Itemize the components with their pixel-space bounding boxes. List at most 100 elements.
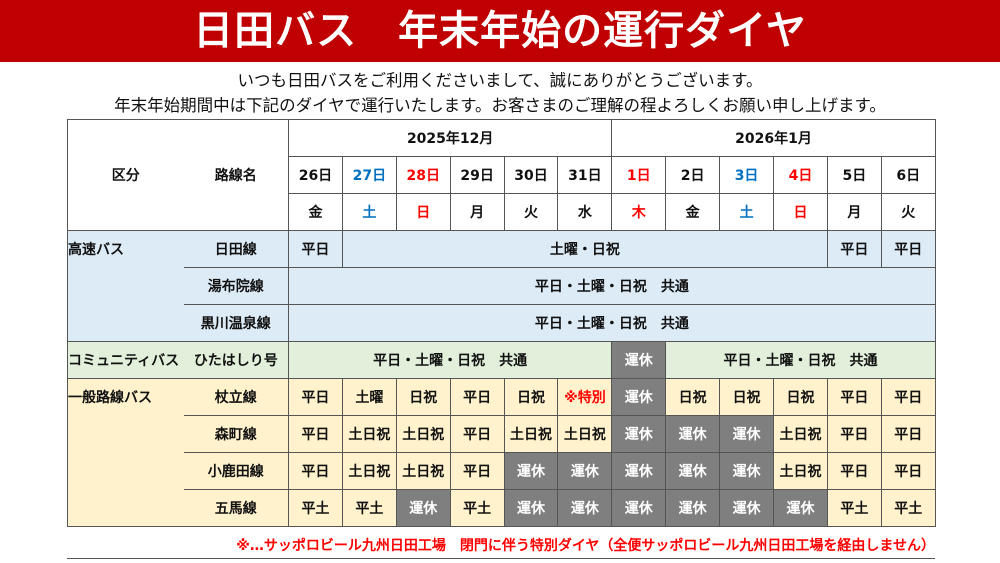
header-category: 区分 — [67, 119, 184, 231]
schedule-table: 区分 路線名 2025年12月 2026年1月 26日 27日 28日 29日 30日 31日 1日… — [67, 119, 936, 527]
schedule-cell: 平土 — [826, 489, 882, 527]
schedule-cell: 平日・土曜・日祝 共通 — [288, 304, 936, 342]
schedule-cell: 運休 — [557, 452, 613, 490]
schedule-cell: 土日祝 — [395, 415, 451, 453]
schedule-cell: 平日・土曜・日祝 共通 — [665, 341, 936, 379]
schedule-cell: 土曜・日祝 — [341, 230, 828, 268]
schedule-cell: 運休 — [503, 489, 559, 527]
weekday-header: 土 — [341, 193, 397, 231]
table-row: 一般路線バス 杖立線 平日 土曜 日祝 平日 日祝 ※特別 運休 日祝 日祝 日祝 平日 平日 — [67, 378, 936, 527]
weekday-header: 日 — [773, 193, 828, 231]
table-row: 黒川温泉線 平日・土曜・日祝 共通 — [67, 304, 936, 342]
schedule-cell: 平日 — [826, 452, 882, 490]
schedule-cell: 平日 — [826, 230, 882, 268]
category-label: コミュニティバス — [67, 341, 184, 379]
schedule-cell: 平日 — [880, 452, 936, 490]
schedule-cell: 平日 — [288, 415, 343, 453]
schedule-cell: 運休 — [665, 415, 721, 453]
table-row: 小鹿田線 平日 土日祝 土日祝 平日 運休 運休 運休 運休 運休 土日祝 平日 平日 — [67, 452, 936, 490]
day-header: 6日 — [880, 156, 936, 194]
schedule-cell: 平土 — [288, 489, 343, 527]
schedule-cell: 土日祝 — [773, 452, 828, 490]
schedule-cell: 平日 — [288, 230, 343, 268]
route-name: 小鹿田線 — [183, 452, 289, 490]
footnote: ※…サッポロビール九州日田工場 閉門に伴う特別ダイヤ（全便サッポロビール九州日田… — [236, 538, 935, 554]
schedule-cell: 運休 — [611, 378, 667, 416]
day-header: 28日 — [395, 156, 451, 194]
route-name: 杖立線 — [183, 378, 289, 416]
schedule-cell: 日祝 — [665, 378, 721, 416]
schedule-cell: 土曜 — [341, 378, 397, 416]
day-header: 5日 — [826, 156, 882, 194]
route-name: 五馬線 — [183, 489, 289, 527]
schedule-cell: 平日 — [449, 415, 505, 453]
schedule-cell: 平日・土曜・日祝 共通 — [288, 267, 936, 305]
schedule-cell: 運休 — [503, 452, 559, 490]
weekday-header: 金 — [665, 193, 721, 231]
weekday-header: 土 — [719, 193, 775, 231]
day-header: 3日 — [719, 156, 775, 194]
intro-line-2: 年末年始期間中は下記のダイヤで運行いたします。お客さまのご理解の程よろしくお願い… — [114, 96, 886, 115]
schedule-cell: 運休 — [611, 415, 667, 453]
table-row: 森町線 平日 土日祝 土日祝 平日 土日祝 土日祝 運休 運休 運休 土日祝 平日 平日 — [67, 415, 936, 453]
schedule-cell: 平土 — [341, 489, 397, 527]
schedule-cell: 日祝 — [503, 378, 559, 416]
schedule-cell: 土日祝 — [503, 415, 559, 453]
schedule-cell: 平日 — [449, 378, 505, 416]
schedule-cell: 平土 — [880, 489, 936, 527]
schedule-cell: 平日 — [288, 452, 343, 490]
route-name: 日田線 — [183, 230, 289, 268]
schedule-cell: 平土 — [449, 489, 505, 527]
weekday-header: 日 — [395, 193, 451, 231]
schedule-cell: ※特別 — [557, 378, 613, 416]
day-header: 4日 — [773, 156, 828, 194]
month-header: 2025年12月 — [287, 119, 613, 157]
weekday-header: 火 — [880, 193, 936, 231]
schedule-cell: 運休 — [611, 452, 667, 490]
table-row: 高速バス 日田線 平日 土曜・日祝 平日 平日 — [67, 230, 936, 342]
route-name: 湯布院線 — [183, 267, 289, 305]
schedule-cell: 運休 — [665, 489, 721, 527]
page-title: 日田バス 年末年始の運行ダイヤ — [0, 0, 1000, 62]
weekday-header: 金 — [288, 193, 343, 231]
table-row: コミュニティバス ひたはしり号 平日・土曜・日祝 共通 運休 平日・土曜・日祝 共通 — [67, 341, 936, 379]
weekday-header: 月 — [826, 193, 882, 231]
header-route: 路線名 — [183, 119, 289, 231]
schedule-cell: 運休 — [773, 489, 828, 527]
table-row: 湯布院線 平日・土曜・日祝 共通 — [67, 267, 936, 305]
schedule-cell: 平日・土曜・日祝 共通 — [287, 341, 613, 379]
schedule-cell: 運休 — [719, 489, 775, 527]
schedule-cell: 運休 — [557, 489, 613, 527]
route-name: 森町線 — [183, 415, 289, 453]
day-header: 29日 — [449, 156, 505, 194]
day-header: 31日 — [557, 156, 613, 194]
weekday-header: 火 — [503, 193, 559, 231]
schedule-cell: 土日祝 — [557, 415, 613, 453]
schedule-cell: 運休 — [719, 415, 775, 453]
schedule-cell: 日祝 — [773, 378, 828, 416]
schedule-cell: 平日 — [826, 415, 882, 453]
schedule-cell: 運休 — [395, 489, 451, 527]
schedule-cell: 平日 — [826, 378, 882, 416]
month-header: 2026年1月 — [611, 119, 936, 157]
category-label: 一般路線バス — [67, 378, 184, 527]
schedule-cell: 平日 — [288, 378, 343, 416]
weekday-header: 月 — [449, 193, 505, 231]
schedule-cell: 運休 — [611, 341, 667, 379]
route-name: 黒川温泉線 — [183, 304, 289, 342]
schedule-cell: 平日 — [880, 378, 936, 416]
schedule-cell: 平日 — [880, 415, 936, 453]
schedule-cell: 土日祝 — [395, 452, 451, 490]
intro-line-1: いつも日田バスをご利用くださいまして、誠にありがとうございます。 — [237, 71, 763, 90]
day-header: 26日 — [288, 156, 343, 194]
schedule-cell: 日祝 — [395, 378, 451, 416]
schedule-cell: 運休 — [665, 452, 721, 490]
day-header: 27日 — [341, 156, 397, 194]
route-name: ひたはしり号 — [183, 341, 289, 379]
divider — [67, 558, 935, 559]
schedule-cell: 土日祝 — [341, 415, 397, 453]
table-row: 五馬線 平土 平土 運休 平土 運休 運休 運休 運休 運休 運休 平土 平土 — [67, 489, 936, 527]
schedule-cell: 運休 — [719, 452, 775, 490]
schedule-cell: 日祝 — [719, 378, 775, 416]
weekday-header: 木 — [611, 193, 667, 231]
